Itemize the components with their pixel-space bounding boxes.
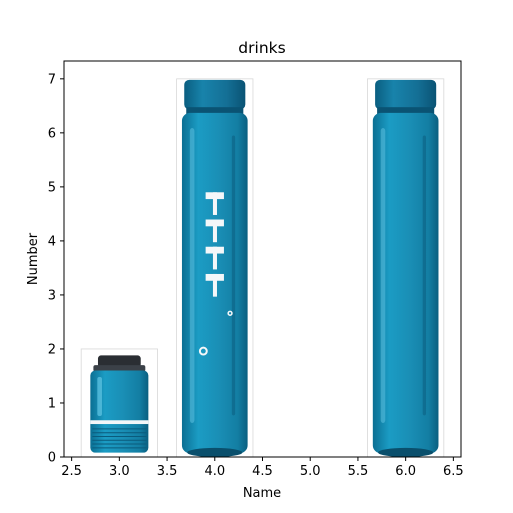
bottle-cap-rim [377, 107, 435, 114]
logo-stem [212, 219, 217, 243]
logo-ring [198, 346, 208, 356]
bottle-cap-rim [93, 365, 146, 372]
x-tick-label: 3.0 [109, 464, 130, 479]
y-ticks: 0 1 2 3 4 5 6 7 [48, 72, 64, 466]
y-tick-label: 0 [48, 451, 56, 466]
bottle-body [372, 112, 439, 454]
x-axis-label: Name [243, 486, 281, 501]
bar-tall-bottle-with-white-logo [176, 78, 254, 458]
y-tick-label: 4 [48, 234, 56, 249]
y-tick-label: 6 [48, 126, 56, 141]
bottle-shade [422, 135, 427, 416]
logo-stem [212, 192, 217, 215]
x-ticks: 2.5 3.0 3.5 4.0 4.5 5.0 5.5 6.0 6.5 [61, 457, 464, 479]
x-tick-label: 4.0 [204, 464, 225, 479]
x-tick-label: 6.0 [395, 464, 416, 479]
y-tick-label: 7 [48, 72, 56, 87]
y-tick-label: 3 [48, 288, 56, 303]
bottle-highlight [380, 127, 386, 423]
bottle-logo [198, 192, 233, 356]
x-tick-label: 6.5 [443, 464, 464, 479]
bottle-cap [97, 355, 141, 368]
logo-dot [227, 310, 233, 316]
y-tick-label: 1 [48, 396, 56, 411]
bottle-cap [375, 79, 437, 110]
chart-title: drinks [238, 39, 285, 57]
x-tick-label: 3.5 [157, 464, 178, 479]
bars-layer [80, 78, 445, 458]
y-axis-label: Number [26, 232, 41, 285]
bottle-cap-rim [186, 107, 244, 114]
bottle-band [90, 420, 149, 425]
bottle-shade [231, 135, 236, 416]
bar-short-bottle-with-black-cap [80, 348, 158, 458]
x-tick-label: 2.5 [61, 464, 82, 479]
x-tick-label: 4.5 [252, 464, 273, 479]
bottle-base [187, 447, 243, 457]
bottle-base [378, 447, 434, 457]
bottle-highlight [97, 377, 102, 416]
bottle-highlight [189, 127, 195, 423]
x-tick-label: 5.5 [348, 464, 369, 479]
bar-tall-bottle-plain [367, 78, 445, 458]
bottle-body [90, 370, 149, 453]
y-tick-label: 2 [48, 342, 56, 357]
bottle-cap [184, 79, 246, 110]
x-tick-label: 5.0 [300, 464, 321, 479]
logo-stem [212, 273, 217, 297]
y-tick-label: 5 [48, 180, 56, 195]
logo-stem [212, 246, 217, 270]
